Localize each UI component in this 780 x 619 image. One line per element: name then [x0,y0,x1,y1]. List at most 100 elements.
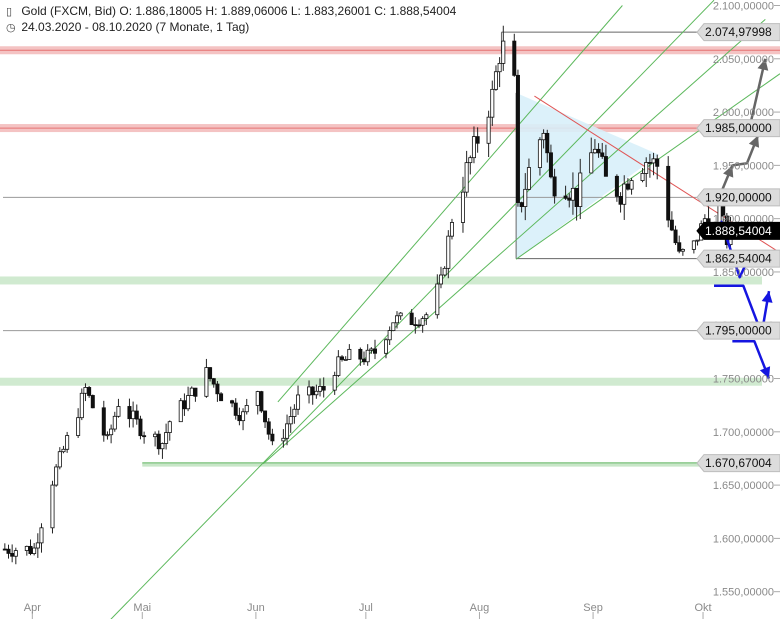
candle-body [475,136,480,144]
candle [501,25,506,71]
candle-body [640,173,645,181]
candle-body [54,466,59,486]
candle-body [10,553,15,557]
current-price-label: 1.888,54004 [696,221,780,240]
candle-body [629,180,634,190]
candle [332,371,337,395]
candle-body [244,405,249,413]
candle-body [285,423,290,439]
candle [369,347,374,354]
candle-body [424,314,429,319]
candle-body [677,242,682,252]
candle [545,129,550,163]
candle-body [263,410,268,423]
candle-body [241,411,246,422]
candle-body [138,418,143,437]
candle [57,447,62,470]
candle [233,398,238,420]
x-tick-label: Jun [247,602,265,614]
candle [384,338,389,359]
candle [24,545,29,556]
price-labels: 2.074,97998 1.985,00000 1.920,00000 1.888,5… [696,23,780,473]
x-tick-label: Mai [133,602,151,614]
candle-body [343,359,348,361]
candle [241,408,246,431]
candle-body [614,175,619,197]
candle-body [600,152,605,157]
candle-body [347,348,352,360]
candle [416,319,421,329]
candle [640,167,645,183]
date-range: 24.03.2020 - 08.10.2020 (7 Monate, 1 Tag… [21,20,250,34]
price-level-label: 1.670,67004 [696,454,780,473]
candle-body [647,162,652,164]
candle [614,174,619,202]
candle [189,386,194,396]
candle-body [90,395,95,409]
y-tick-label: 1.750,00000 [713,374,774,386]
candle [266,417,271,440]
price-label-bg [696,119,780,138]
candle [618,192,623,213]
candle [237,407,242,426]
candle [296,385,301,415]
candle [138,415,143,440]
candle-body [387,330,392,341]
price-label-text: 1.888,54004 [705,224,772,238]
candle-body [570,187,575,201]
candlesticks [2,25,733,565]
candle [211,377,216,388]
candle-body [233,402,238,416]
price-level-label: 2.074,97998 [696,23,780,42]
y-tick-label: 1.950,00000 [713,160,774,172]
candle [570,172,575,215]
candle [153,431,158,447]
candle [596,143,601,158]
candle-body [13,550,18,557]
candle-body [204,367,209,397]
candle [438,266,443,289]
candle [193,387,198,402]
candle [387,326,392,345]
candle-body [589,152,594,174]
candle-body [673,229,678,244]
candle [578,158,583,220]
price-level-label: 1.985,00000 [696,119,780,138]
candle [471,126,476,164]
candle-body [178,400,183,423]
candle [409,309,414,326]
candle [164,423,169,450]
y-tick-label: 1.850,00000 [713,267,774,279]
candle [567,193,572,208]
candle [307,380,312,404]
candle-body [35,542,40,549]
candle [54,464,59,487]
candle [446,230,451,279]
candle [512,33,517,77]
candle-body [2,548,7,551]
candle [548,144,553,179]
candle-body [384,339,389,354]
candle-body [497,62,502,73]
candle-body [373,348,378,354]
candle [644,157,649,188]
candle [90,394,95,409]
candle [625,178,630,191]
candle-body [490,88,495,118]
candle [178,397,183,423]
candle [321,377,326,398]
candle-body [416,324,421,327]
candle [160,442,165,459]
trend-line [110,0,715,619]
candle-body [182,400,187,410]
candle-body [307,386,312,396]
candle-body [87,387,92,396]
trend-line [277,5,623,403]
y-tick-label: 1.600,00000 [713,533,774,545]
candle [435,274,440,319]
candle [424,312,429,325]
price-label-bg [696,23,780,42]
candle-body [567,197,572,201]
candle [493,65,498,91]
